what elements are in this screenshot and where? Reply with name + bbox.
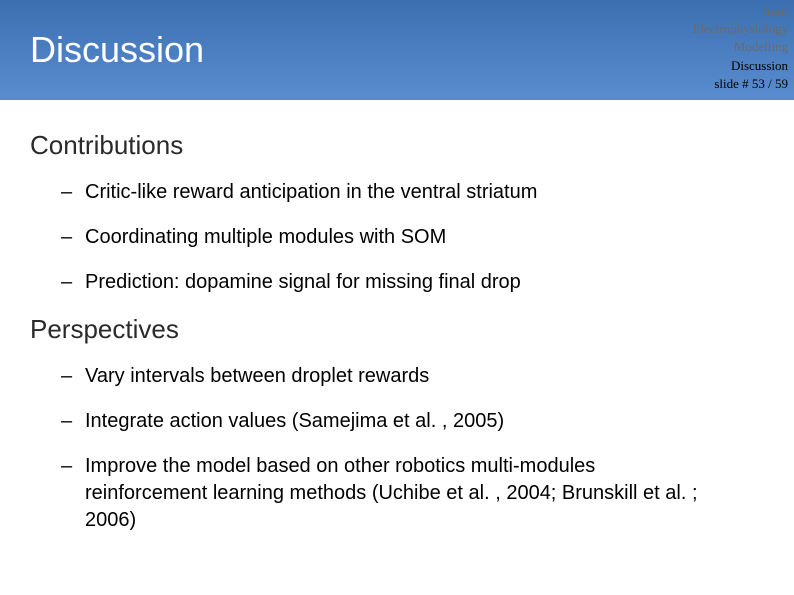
bullet-list-perspectives: Vary intervals between droplet rewards I… [30, 363, 764, 534]
nav-item-electrophysiology: Electrophysiology [693, 20, 788, 38]
bullet-item: Integrate action values (Samejima et al.… [85, 408, 764, 435]
bullet-item: Coordinating multiple modules with SOM [85, 224, 764, 251]
bullet-item: Critic-like reward anticipation in the v… [85, 179, 764, 206]
slide-title: Discussion [30, 29, 204, 71]
bullet-item: Prediction: dopamine signal for missing … [85, 269, 764, 296]
slide-header: Discussion Intro Electrophysiology Model… [0, 0, 794, 100]
nav-item-modelling: Modelling [693, 38, 788, 56]
bullet-item: Improve the model based on other robotic… [85, 453, 764, 534]
nav-item-intro: Intro [693, 2, 788, 20]
section-heading-perspectives: Perspectives [30, 314, 764, 345]
slide-content: Contributions Critic-like reward anticip… [0, 100, 794, 534]
nav-item-discussion: Discussion [693, 57, 788, 75]
bullet-item: Vary intervals between droplet rewards [85, 363, 764, 390]
slide-counter: slide # 53 / 59 [714, 76, 788, 91]
nav-box: Intro Electrophysiology Modelling Discus… [687, 0, 794, 95]
section-heading-contributions: Contributions [30, 130, 764, 161]
bullet-list-contributions: Critic-like reward anticipation in the v… [30, 179, 764, 296]
